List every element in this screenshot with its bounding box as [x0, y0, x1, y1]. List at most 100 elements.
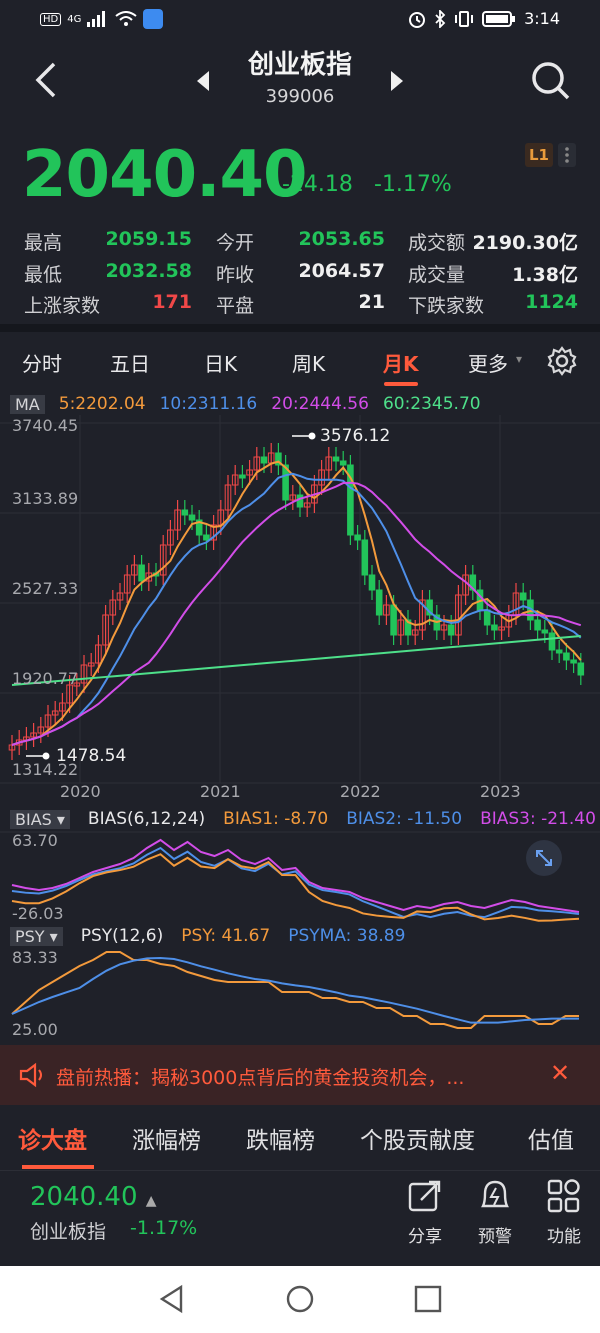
ma-selector[interactable]: MA: [10, 394, 45, 414]
page-title: 创业板指: [247, 50, 352, 80]
candle-body: [289, 494, 297, 501]
expand-icon[interactable]: [526, 840, 562, 876]
candle-body: [37, 726, 45, 734]
candle-body: [390, 604, 397, 636]
alert-button[interactable]: 预警: [465, 1178, 525, 1247]
bias2-value: BIAS2: -11.50: [346, 809, 463, 829]
hd-indicator: HD: [40, 12, 62, 26]
stat-value: 2032.58: [105, 260, 192, 282]
candle-body: [534, 619, 541, 631]
candle-body: [339, 460, 347, 466]
bias-selector-label: BIAS: [15, 809, 52, 829]
candle-body: [555, 649, 563, 654]
bottom-tab-1[interactable]: 涨幅榜: [132, 1128, 201, 1154]
candle-body: [563, 652, 570, 661]
speaker-icon: [19, 1062, 42, 1088]
close-icon[interactable]: ✕: [550, 1059, 571, 1087]
bias-selector[interactable]: BIAS ▾: [10, 809, 70, 829]
psyma-value: PSYMA: 38.89: [288, 926, 406, 946]
candle-body: [131, 564, 138, 576]
psy-selector-label: PSY: [15, 926, 45, 946]
bottom-tab-3[interactable]: 个股贡献度: [360, 1128, 475, 1154]
psy-legend: PSY ▾ PSY(12,6) PSY: 41.67 PSYMA: 38.89: [10, 926, 405, 946]
psy-title: PSY(12,6): [80, 926, 164, 946]
alert-bell-icon: [481, 1180, 509, 1208]
clock: 3:14: [524, 9, 560, 28]
stat-label: 最高: [24, 232, 63, 254]
candle-body: [303, 502, 311, 508]
app-notification-icon: [143, 9, 164, 29]
next-index-icon[interactable]: [390, 70, 404, 92]
psyma-line: [11, 956, 579, 1024]
low-marker-dot: [42, 752, 50, 760]
candle-body: [174, 509, 181, 531]
bias-chart[interactable]: [0, 830, 600, 925]
candle-body: [404, 619, 412, 636]
x-label-2020: 2020: [60, 782, 101, 801]
candle-body: [260, 456, 268, 464]
bottom-tab-2[interactable]: 跌幅榜: [246, 1128, 315, 1154]
candle-body: [102, 614, 109, 646]
tab-4[interactable]: 月K: [383, 352, 419, 376]
y-label-bottom: 1314.22: [12, 760, 79, 779]
tab-0[interactable]: 分时: [22, 352, 62, 376]
hot-news-banner[interactable]: 盘前热播：揭秘3000点背后的黄金投资机会，... ✕: [0, 1045, 600, 1105]
candle-body: [332, 456, 340, 462]
tab-5[interactable]: 更多: [468, 352, 508, 376]
alert-label: 预警: [478, 1227, 512, 1247]
candle-body: [368, 574, 376, 591]
candle-body: [95, 644, 102, 664]
tab-2[interactable]: 日K: [204, 352, 238, 376]
x-label-2021: 2021: [200, 782, 241, 801]
ma10-line: [11, 472, 582, 746]
psy-chart[interactable]: [0, 948, 600, 1040]
candle-body: [347, 464, 354, 536]
previous-index-icon[interactable]: [196, 70, 210, 92]
psy-selector[interactable]: PSY ▾: [10, 926, 63, 946]
search-icon[interactable]: [530, 60, 572, 102]
candle-body: [282, 464, 289, 501]
candle-body: [195, 519, 203, 536]
ma5-line: [11, 460, 582, 746]
bias-y-bottom: -26.03: [12, 904, 64, 923]
stat-value: 171: [152, 291, 192, 313]
nav-back-icon[interactable]: [157, 1284, 187, 1314]
bias-y-top: 63.70: [12, 831, 58, 850]
ma10-value: 10:2311.16: [159, 394, 258, 414]
candle-body: [246, 469, 253, 476]
candle-body: [548, 632, 556, 651]
gear-icon[interactable]: [547, 346, 577, 376]
stat-value: 1124: [525, 291, 578, 313]
tab-3[interactable]: 周K: [292, 352, 326, 376]
level-badge[interactable]: L1: [525, 143, 553, 167]
candle-body: [383, 604, 390, 616]
candle-body: [426, 599, 433, 616]
bottom-tab-4[interactable]: 估值: [528, 1128, 574, 1154]
grid-icon: [547, 1179, 580, 1213]
psy-line: [11, 951, 579, 1029]
candle-body: [123, 574, 131, 594]
share-button[interactable]: 分享: [395, 1178, 455, 1247]
bottom-tab-0[interactable]: 诊大盘: [18, 1128, 87, 1154]
back-arrow-icon[interactable]: [32, 60, 62, 100]
stat-label: 今开: [216, 232, 255, 254]
kline-chart[interactable]: [0, 415, 600, 805]
candle-body: [239, 474, 246, 479]
ma60-line: [11, 635, 581, 686]
wifi-icon: [115, 11, 137, 26]
candle-body: [253, 456, 261, 471]
bluetooth-icon: [435, 9, 446, 28]
bias3-value: BIAS3: -21.40: [480, 809, 596, 829]
stat-label: 昨收: [216, 264, 255, 286]
nav-recents-icon[interactable]: [413, 1284, 443, 1314]
candle-body: [30, 732, 37, 738]
candle-body: [109, 599, 117, 616]
more-options-icon[interactable]: [558, 143, 576, 167]
functions-button[interactable]: 功能: [534, 1178, 594, 1247]
tab-1[interactable]: 五日: [110, 352, 150, 376]
active-tab-indicator: [384, 382, 418, 386]
divider: [0, 1170, 600, 1171]
stat-value: 2059.15: [105, 228, 192, 250]
nav-home-icon[interactable]: [285, 1284, 315, 1314]
bias-legend: BIAS ▾ BIAS(6,12,24) BIAS1: -8.70 BIAS2:…: [10, 809, 596, 829]
